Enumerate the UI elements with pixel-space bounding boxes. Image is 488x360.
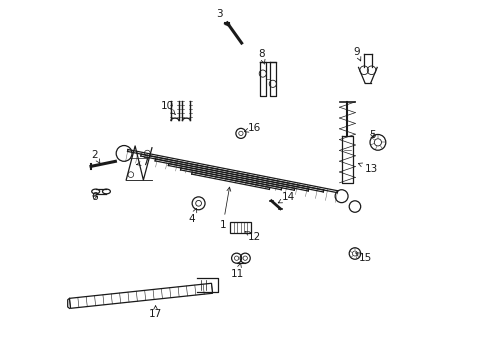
Text: 13: 13 <box>358 163 377 174</box>
Text: 10: 10 <box>161 102 175 114</box>
Text: 1: 1 <box>219 187 230 230</box>
Text: 6: 6 <box>91 192 98 202</box>
Text: 9: 9 <box>352 46 360 61</box>
Text: 12: 12 <box>244 231 261 242</box>
Text: 7: 7 <box>136 157 149 167</box>
Text: 3: 3 <box>216 9 227 26</box>
Text: 11: 11 <box>230 263 244 279</box>
Text: 2: 2 <box>91 150 100 163</box>
Text: 16: 16 <box>244 123 261 133</box>
Bar <box>230 222 250 233</box>
Text: 14: 14 <box>278 192 295 203</box>
Text: 4: 4 <box>188 208 196 224</box>
Text: 17: 17 <box>149 306 162 319</box>
Text: 5: 5 <box>369 130 375 140</box>
Text: 8: 8 <box>258 49 264 64</box>
Text: 15: 15 <box>355 253 372 263</box>
